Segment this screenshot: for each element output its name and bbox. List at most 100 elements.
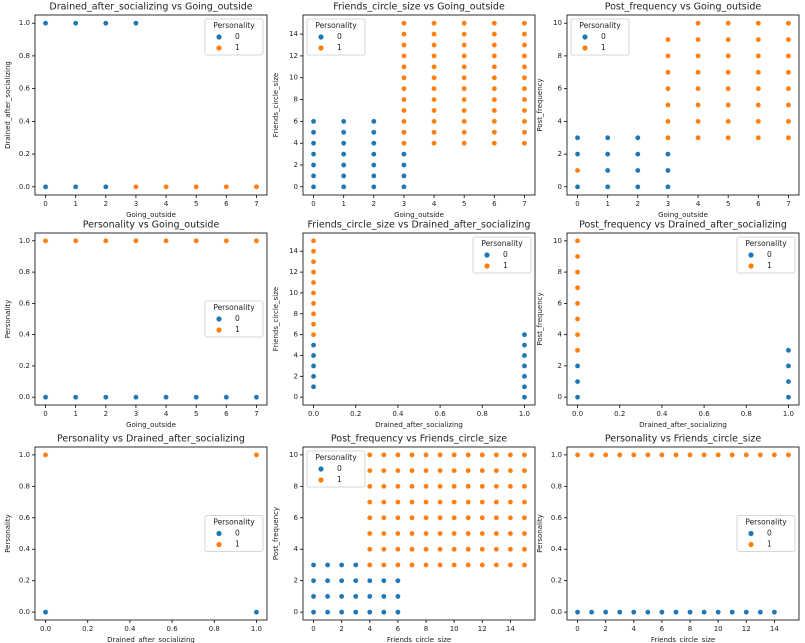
point — [574, 331, 581, 338]
point — [521, 363, 528, 369]
y-axis-label: Personality — [4, 300, 12, 339]
point — [695, 85, 701, 92]
point — [785, 134, 792, 141]
point — [163, 184, 169, 190]
point — [635, 184, 641, 190]
point — [630, 452, 637, 458]
point — [645, 452, 651, 458]
y-tick-label: 0.4 — [551, 545, 563, 553]
point — [431, 129, 437, 136]
point — [381, 483, 387, 490]
point — [381, 593, 387, 600]
x-tick-label: 6 — [224, 410, 229, 418]
point — [785, 378, 792, 385]
legend-label: 1 — [337, 475, 342, 484]
point — [493, 467, 500, 474]
point — [133, 394, 139, 400]
legend-marker — [216, 45, 222, 51]
y-tick-label: 10 — [553, 19, 562, 27]
point — [423, 467, 429, 474]
point — [574, 167, 581, 174]
point — [338, 593, 345, 600]
x-tick-label: 1 — [341, 200, 345, 208]
point — [602, 452, 609, 458]
point — [42, 394, 49, 400]
x-tick-label: 6 — [224, 200, 229, 208]
point — [310, 269, 317, 275]
x-tick-label: 0.4 — [124, 625, 136, 633]
point — [461, 140, 467, 146]
point — [785, 53, 792, 59]
point — [493, 452, 500, 458]
point — [673, 609, 679, 615]
point — [310, 577, 317, 584]
y-tick-label: 8 — [294, 482, 298, 490]
point — [72, 394, 79, 400]
point — [431, 118, 437, 125]
point — [253, 184, 260, 190]
point — [507, 452, 514, 458]
point — [352, 577, 359, 584]
x-tick-label: 0.8 — [477, 410, 488, 418]
point — [701, 452, 707, 458]
point — [479, 452, 486, 458]
point — [381, 467, 387, 474]
point — [479, 483, 486, 490]
point — [665, 102, 671, 108]
point — [665, 151, 671, 157]
y-tick-label: 0.6 — [551, 514, 563, 522]
point — [574, 394, 581, 400]
legend-title: Personality — [315, 453, 357, 462]
y-tick-label: 0.0 — [19, 183, 30, 191]
x-axis-label: Drained_after_socializing — [107, 636, 195, 643]
y-tick-label: 2 — [294, 577, 298, 585]
point — [725, 85, 731, 92]
point — [491, 31, 498, 37]
x-tick-label: 7 — [254, 410, 258, 418]
point — [630, 609, 637, 615]
y-tick-label: 0.8 — [19, 52, 30, 60]
point — [493, 530, 500, 537]
point — [253, 452, 260, 458]
legend-title: Personality — [481, 239, 523, 248]
point — [521, 383, 528, 390]
point — [715, 452, 721, 458]
x-tick-label: 3 — [134, 200, 138, 208]
point — [103, 184, 109, 190]
point — [574, 363, 581, 369]
point — [465, 530, 472, 537]
point — [479, 546, 486, 553]
point — [755, 53, 762, 59]
x-tick-label: 2 — [372, 200, 376, 208]
point — [401, 96, 407, 103]
point — [521, 546, 528, 553]
point — [366, 483, 373, 490]
point — [687, 452, 693, 458]
y-tick-label: 2 — [558, 150, 562, 158]
point — [423, 514, 429, 521]
point — [253, 609, 260, 615]
point — [755, 69, 762, 76]
y-tick-label: 6 — [294, 331, 299, 339]
point — [785, 394, 792, 400]
point — [451, 467, 457, 474]
point — [437, 467, 443, 474]
y-axis-label: Personality — [4, 514, 12, 553]
y-axis-label: Post_frequency — [536, 78, 544, 131]
point — [465, 467, 472, 474]
point — [431, 85, 437, 92]
point — [493, 483, 500, 490]
x-tick-label: 2 — [603, 625, 607, 633]
x-tick-label: 12 — [742, 625, 751, 633]
point — [401, 31, 407, 37]
y-tick-label: 12 — [289, 268, 298, 276]
point — [395, 562, 401, 568]
x-axis-label: Friends_circle_size — [651, 636, 715, 643]
chart-title: Post_frequency vs Drained_after_socializ… — [579, 220, 787, 231]
point — [340, 140, 347, 146]
x-tick-label: 0.2 — [82, 625, 93, 633]
point — [574, 378, 581, 385]
point — [695, 134, 701, 141]
legend-label: 1 — [601, 43, 606, 52]
